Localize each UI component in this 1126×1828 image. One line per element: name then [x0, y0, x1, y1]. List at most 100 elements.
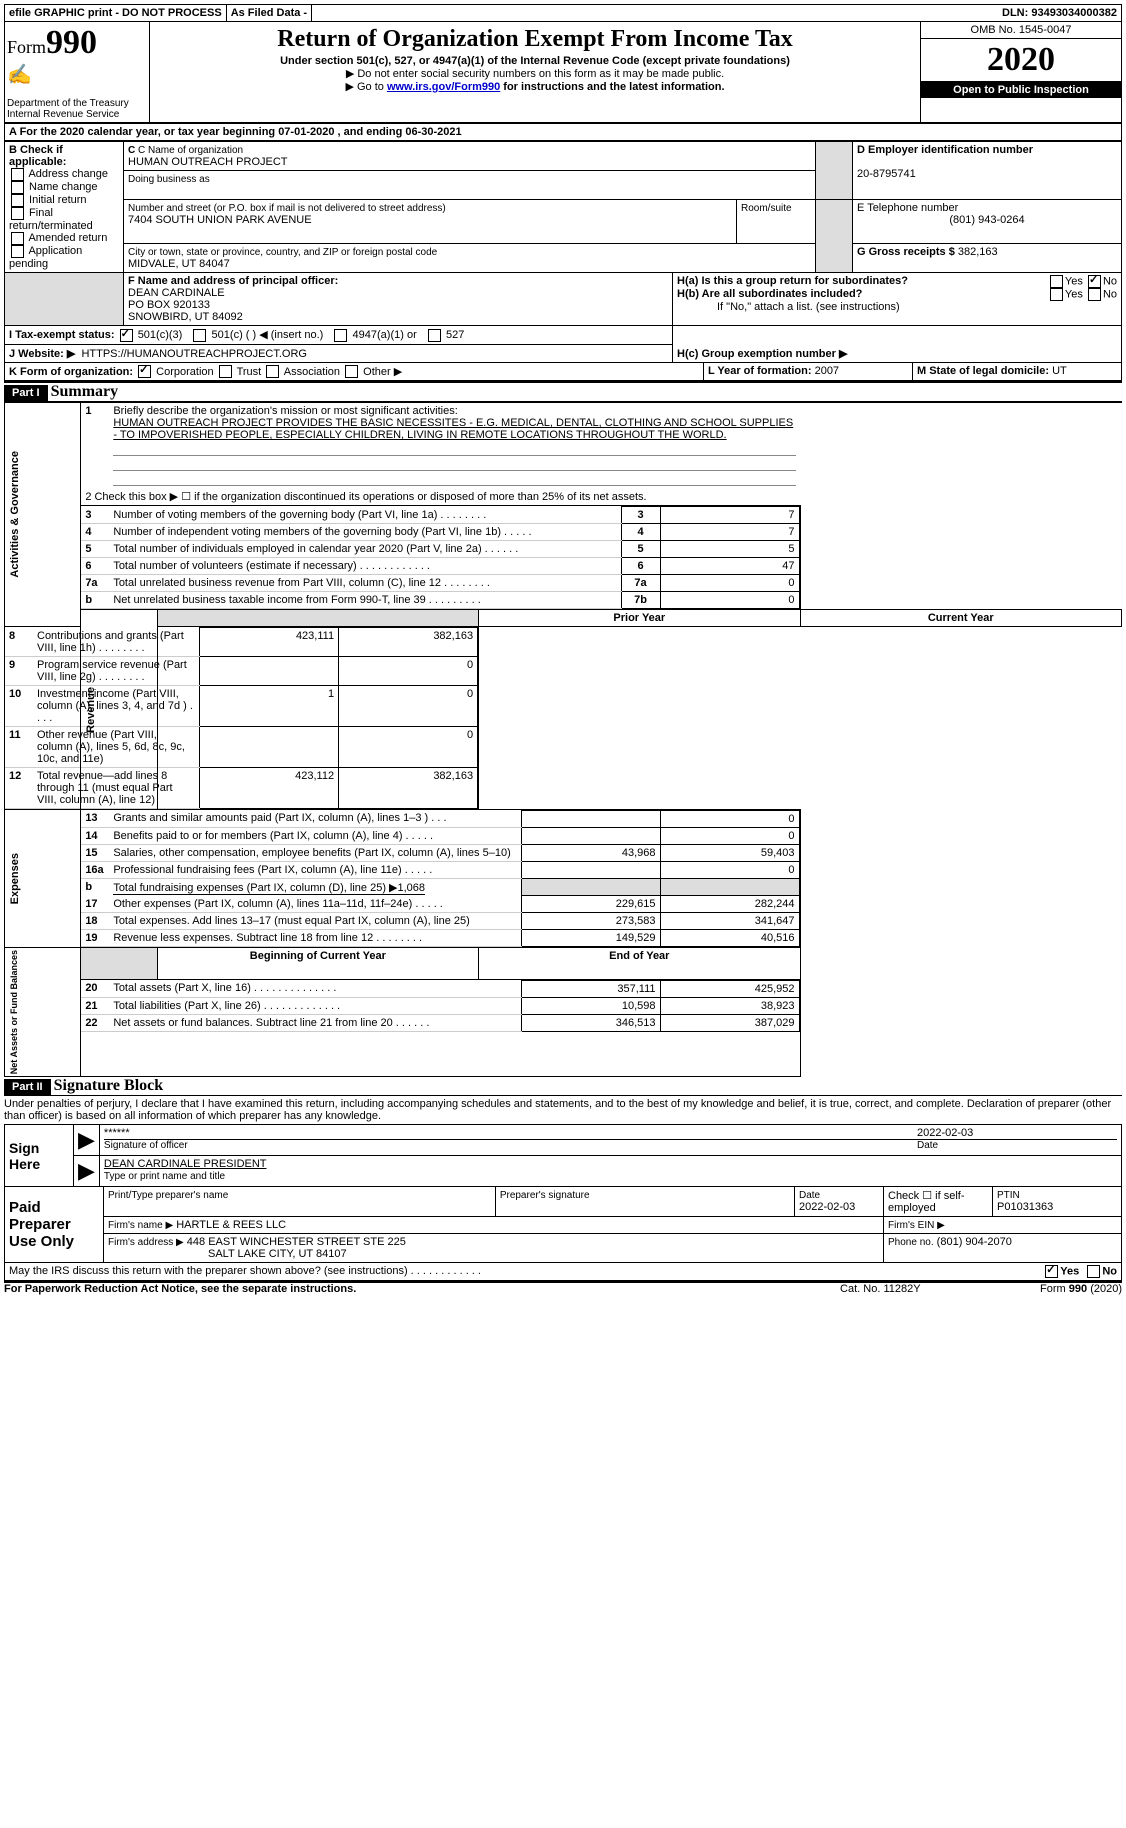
fh-row: F Name and address of principal officer:…: [4, 273, 1122, 326]
mission-text: HUMAN OUTREACH PROJECT PROVIDES THE BASI…: [85, 417, 796, 441]
preparer-table: Paid Preparer Use Only Print/Type prepar…: [4, 1187, 1122, 1263]
pt-check: Check ☐ if self-employed: [884, 1187, 993, 1217]
type-name-label: Type or print name and title: [104, 1171, 225, 1182]
mayirs-yes-checkbox[interactable]: [1045, 1265, 1058, 1278]
pt-name-label: Print/Type preparer's name: [108, 1190, 228, 1201]
form-number: 990: [46, 24, 97, 61]
b-checkbox[interactable]: [11, 168, 24, 181]
pt-date-value: 2022-02-03: [799, 1201, 855, 1213]
firm-name-label: Firm's name ▶: [108, 1220, 173, 1231]
street-address: 7404 SOUTH UNION PARK AVENUE: [128, 214, 312, 226]
row-a: A For the 2020 calendar year, or tax yea…: [4, 124, 1122, 141]
i-label: I Tax-exempt status:: [9, 329, 115, 341]
i-501c-checkbox[interactable]: [193, 329, 206, 342]
c-label: C C Name of organization: [128, 145, 243, 156]
current-year-header: Current Year: [928, 612, 994, 624]
form-title: Return of Organization Exempt From Incom…: [152, 26, 918, 53]
sec-activities: Activities & Governance: [9, 451, 21, 578]
declaration-text: Under penalties of perjury, I declare th…: [4, 1095, 1122, 1124]
pt-sig-label: Preparer's signature: [500, 1190, 590, 1201]
top-bar: efile GRAPHIC print - DO NOT PROCESS As …: [4, 4, 1122, 22]
beg-year-header: Beginning of Current Year: [250, 950, 386, 962]
footer-left: For Paperwork Reduction Act Notice, see …: [4, 1283, 356, 1295]
firm-ein-label: Firm's EIN ▶: [888, 1220, 945, 1231]
i-501c3-checkbox[interactable]: [120, 329, 133, 342]
line2: 2 Check this box ▶ ☐ if the organization…: [81, 488, 800, 506]
hb-no-checkbox[interactable]: [1088, 288, 1101, 301]
addr-label: Number and street (or P.O. box if mail i…: [128, 203, 446, 214]
sec-netassets: Net Assets or Fund Balances: [9, 950, 19, 1074]
pt-date-label: Date: [799, 1190, 820, 1201]
i-4947-checkbox[interactable]: [334, 329, 347, 342]
efile-label: efile GRAPHIC print - DO NOT PROCESS: [9, 7, 222, 19]
phone-value: (801) 943-0264: [857, 214, 1117, 226]
officer-name: DEAN CARDINALE: [128, 287, 225, 299]
f-label: F Name and address of principal officer:: [128, 275, 338, 287]
officer-name-title: DEAN CARDINALE PRESIDENT: [104, 1158, 267, 1170]
hc-label: H(c) Group exemption number ▶: [677, 348, 847, 360]
prior-year-header: Prior Year: [613, 612, 665, 624]
k-assoc-checkbox[interactable]: [266, 365, 279, 378]
k-corp-checkbox[interactable]: [138, 365, 151, 378]
ha-yes-checkbox[interactable]: [1050, 275, 1063, 288]
dba-label: Doing business as: [128, 174, 210, 185]
m-label: M State of legal domicile:: [917, 365, 1049, 377]
sig-stars: ******: [104, 1127, 130, 1139]
sign-here-label: Sign Here: [9, 1140, 40, 1172]
mayirs-no-checkbox[interactable]: [1087, 1265, 1100, 1278]
part1-header: Part I Summary: [4, 383, 1122, 401]
ij-row: I Tax-exempt status: 501(c)(3) 501(c) ( …: [4, 326, 1122, 363]
b-checkbox[interactable]: [11, 207, 24, 220]
room-label: Room/suite: [741, 203, 792, 214]
hb-note: If "No," attach a list. (see instruction…: [677, 301, 1117, 313]
irs-link[interactable]: www.irs.gov/Form990: [387, 81, 500, 93]
firm-addr-label: Firm's address ▶: [108, 1237, 184, 1248]
city-label: City or town, state or province, country…: [128, 247, 437, 258]
date-label: Date: [917, 1140, 1117, 1151]
part1-table: Activities & Governance 1Briefly describ…: [4, 401, 1122, 1077]
footer-right: Form 990 (2020): [1040, 1283, 1122, 1295]
footer: For Paperwork Reduction Act Notice, see …: [4, 1283, 1122, 1295]
b-checkbox[interactable]: [11, 194, 24, 207]
dept-label: Department of the Treasury Internal Reve…: [7, 98, 129, 120]
website-value: HTTPS://HUMANOUTREACHPROJECT.ORG: [81, 348, 307, 360]
officer-po: PO BOX 920133: [128, 299, 210, 311]
firm-addr2: SALT LAKE CITY, UT 84107: [108, 1248, 347, 1260]
firm-phone-label: Phone no.: [888, 1237, 934, 1248]
j-label: J Website: ▶: [9, 348, 75, 360]
firm-name-value: HARTLE & REES LLC: [176, 1219, 286, 1231]
form-label: Form: [7, 37, 46, 57]
omb-number: OMB No. 1545-0047: [921, 22, 1121, 39]
ha-no-checkbox[interactable]: [1088, 275, 1101, 288]
m-value: UT: [1052, 365, 1067, 377]
officer-city: SNOWBIRD, UT 84092: [128, 311, 243, 323]
firm-addr1: 448 EAST WINCHESTER STREET STE 225: [187, 1236, 406, 1248]
asfiled-label: As Filed Data -: [231, 7, 307, 19]
sec-revenue: Revenue: [85, 687, 97, 733]
header-grid: B Check if applicable: Address change Na…: [4, 141, 1122, 273]
may-irs-row: May the IRS discuss this return with the…: [4, 1263, 1122, 1281]
ha-label: H(a) Is this a group return for subordin…: [677, 275, 908, 287]
k-trust-checkbox[interactable]: [219, 365, 232, 378]
e-label: E Telephone number: [857, 202, 958, 214]
line1-text: Briefly describe the organization's miss…: [113, 405, 796, 417]
b-checkbox[interactable]: [11, 245, 24, 258]
g-label: G Gross receipts $: [857, 246, 955, 258]
firm-phone-value: (801) 904-2070: [937, 1236, 1012, 1248]
b-checkbox[interactable]: [11, 181, 24, 194]
sig-date: 2022-02-03: [917, 1127, 1117, 1139]
hb-yes-checkbox[interactable]: [1050, 288, 1063, 301]
hb-label: H(b) Are all subordinates included?: [677, 288, 862, 300]
open-to-public: Open to Public Inspection: [921, 82, 1121, 98]
b-checkbox[interactable]: [11, 232, 24, 245]
signature-table: Sign Here ▶ ****** 2022-02-03 Signature …: [4, 1124, 1122, 1187]
sec-expenses: Expenses: [9, 853, 21, 904]
i-527-checkbox[interactable]: [428, 329, 441, 342]
tax-year: 2020: [921, 39, 1121, 82]
dln-label: DLN:: [1002, 7, 1028, 19]
k-other-checkbox[interactable]: [345, 365, 358, 378]
org-name: HUMAN OUTREACH PROJECT: [128, 156, 288, 168]
form-subtitle: Under section 501(c), 527, or 4947(a)(1)…: [280, 55, 790, 67]
k-label: K Form of organization:: [9, 366, 133, 378]
klm-row: K Form of organization: Corporation Trus…: [4, 363, 1122, 382]
